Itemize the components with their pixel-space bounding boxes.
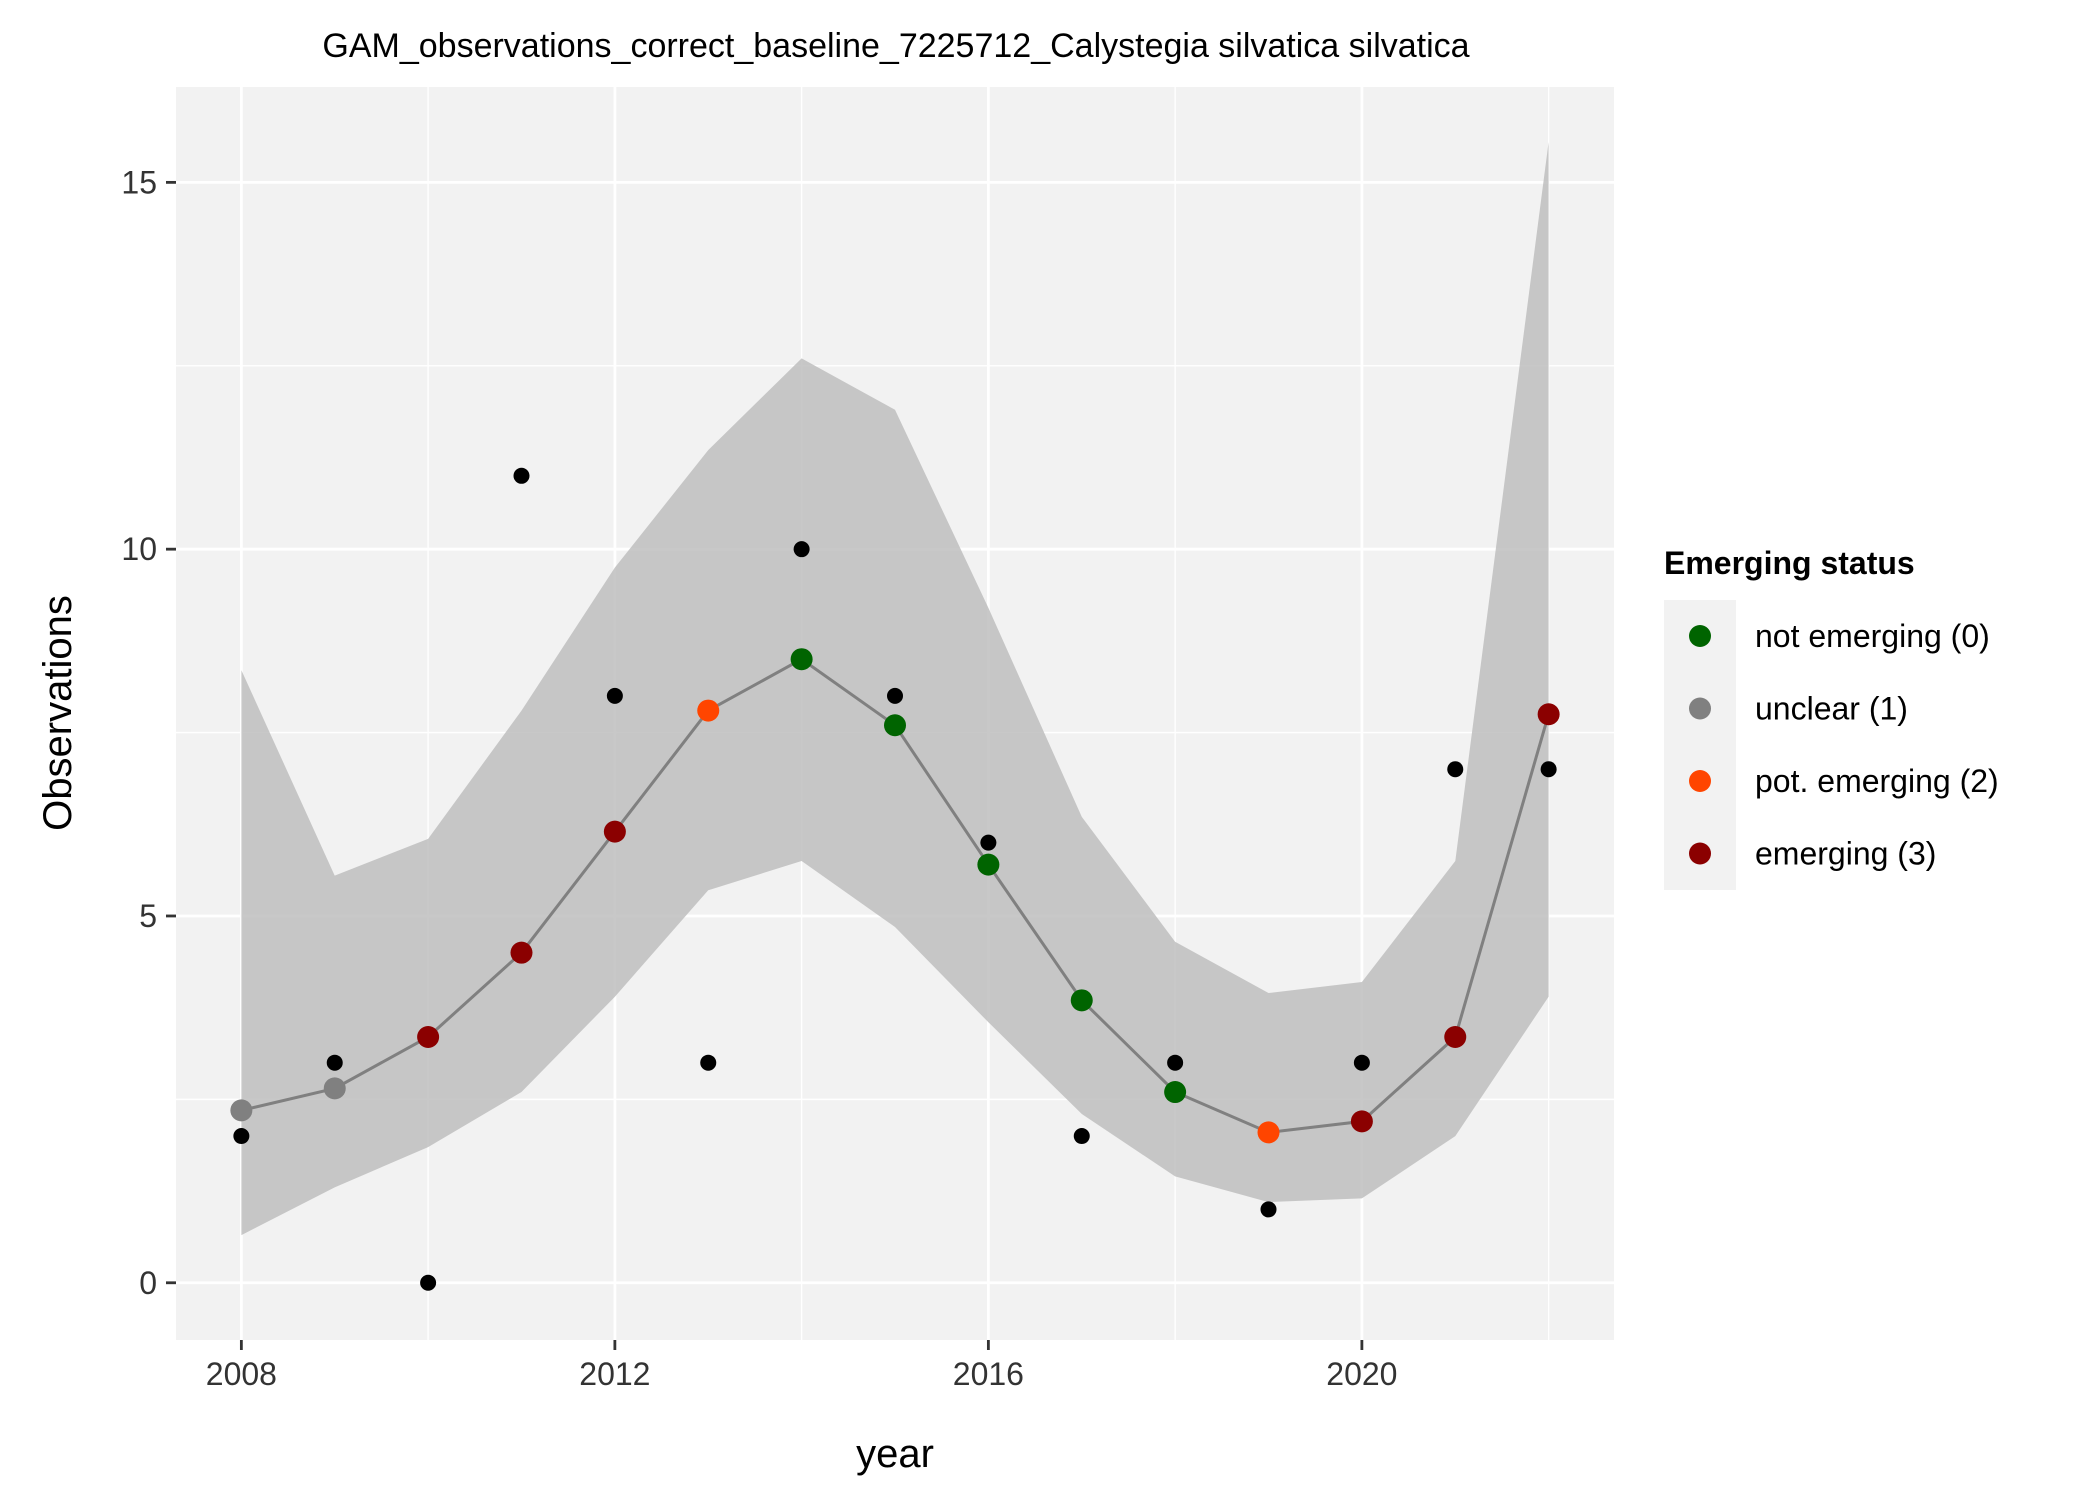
observed-point — [1540, 761, 1557, 778]
fitted-point — [1257, 1121, 1280, 1144]
y-tick-label: 0 — [139, 1265, 157, 1301]
observed-points — [233, 467, 1557, 1291]
legend-title: Emerging status — [1664, 545, 1915, 581]
fitted-point — [323, 1077, 346, 1100]
legend-key — [1689, 697, 1711, 720]
x-tick-label: 2008 — [206, 1356, 277, 1392]
legend-key — [1689, 625, 1711, 647]
observed-point — [793, 541, 810, 558]
x-axis: 2008 2012 2016 2020 — [206, 1340, 1397, 1392]
legend-key — [1689, 842, 1711, 865]
legend-label: emerging (3) — [1755, 836, 1936, 872]
observed-point — [1260, 1201, 1277, 1218]
chart-title: GAM_observations_correct_baseline_722571… — [322, 27, 1469, 65]
y-tick-label: 15 — [121, 164, 157, 200]
observed-point — [606, 687, 623, 704]
observed-point — [1353, 1054, 1370, 1071]
x-tick-label: 2020 — [1326, 1356, 1397, 1392]
fitted-point — [230, 1099, 253, 1122]
observed-point — [1167, 1054, 1184, 1071]
fitted-point — [603, 820, 626, 843]
legend-label: not emerging (0) — [1755, 618, 1990, 654]
legend-keys-background — [1664, 600, 1736, 890]
legend-items: not emerging (0) unclear (1) pot. emerging… — [1689, 618, 1999, 872]
observed-point — [1073, 1128, 1090, 1145]
plot-area — [176, 87, 1614, 1340]
fitted-point — [1070, 989, 1093, 1012]
observed-point — [420, 1274, 437, 1291]
y-tick-label: 10 — [121, 531, 157, 567]
observed-point — [980, 834, 997, 851]
legend-label: pot. emerging (2) — [1755, 763, 1999, 799]
fitted-point — [790, 648, 813, 671]
observed-point — [326, 1054, 343, 1071]
fitted-point — [977, 853, 1000, 876]
x-axis-title: year — [856, 1432, 934, 1476]
fitted-point — [1537, 703, 1560, 726]
fitted-point — [1164, 1081, 1187, 1104]
x-tick-label: 2012 — [579, 1356, 650, 1392]
observed-point — [1447, 761, 1464, 778]
legend-label: unclear (1) — [1755, 691, 1908, 727]
fitted-points — [230, 648, 1560, 1144]
fitted-point — [697, 699, 720, 722]
observed-point — [887, 687, 903, 704]
fitted-point — [1444, 1026, 1467, 1049]
legend-key — [1689, 770, 1711, 792]
y-axis: 0 5 10 15 — [121, 164, 176, 1301]
observed-point — [700, 1054, 717, 1071]
observed-point — [513, 467, 530, 484]
y-axis-title: Observations — [36, 595, 80, 831]
legend: Emerging status not emerging (0) unclear … — [1664, 545, 1999, 890]
fitted-point — [510, 941, 533, 964]
fitted-point — [884, 714, 906, 737]
x-tick-label: 2016 — [953, 1356, 1024, 1392]
y-tick-label: 5 — [139, 898, 157, 934]
observed-point — [233, 1128, 250, 1145]
fitted-point — [417, 1026, 440, 1049]
fitted-point — [1350, 1110, 1373, 1133]
